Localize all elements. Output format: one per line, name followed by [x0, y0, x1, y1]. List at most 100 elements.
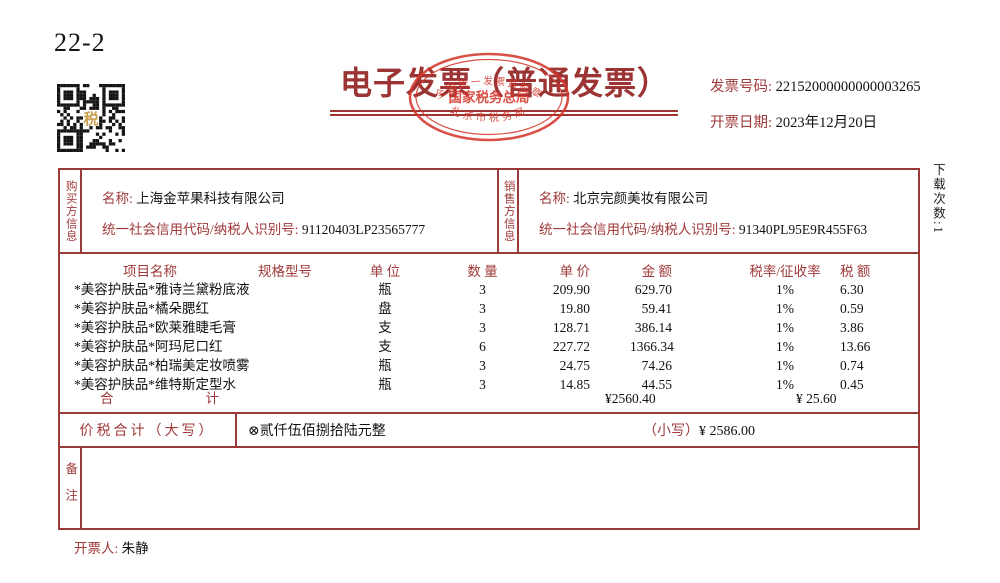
header-spec: 规格型号 — [258, 264, 312, 279]
drawer-name: 朱静 — [121, 541, 149, 556]
total-tax-value: ¥ 25.60 — [796, 391, 837, 406]
item-amount-cell: 386.14 — [634, 320, 672, 335]
summary-row: 价税合计（大写） ⊗贰仟伍佰捌拾陆元整 （小写）¥ 2586.00 — [60, 414, 918, 448]
table-row: *美容护肤品*维特斯定型水 瓶 3 14.85 44.55 1% 0.45 — [60, 375, 918, 394]
total-amount-value: ¥2560.40 — [605, 391, 656, 406]
item-tax-cell: 0.45 — [840, 377, 864, 392]
item-name-cell: *美容护肤品*柏瑞美定妆喷雾 — [74, 358, 250, 373]
invoice-date-line: 开票日期: 2023年12月20日 — [710, 114, 921, 131]
item-unit-cell: 支 — [378, 320, 392, 335]
summary-content: ⊗贰仟伍佰捌拾陆元整 （小写）¥ 2586.00 — [237, 414, 918, 446]
invoice-number-value: 22152000000000003265 — [775, 79, 921, 95]
seller-name-line: 名称: 北京完颜美妆有限公司 — [539, 187, 918, 207]
invoice-number-label: 发票号码: — [710, 79, 773, 95]
remarks-row: 备注 — [60, 448, 918, 528]
item-qty-cell: 3 — [479, 358, 486, 373]
seller-taxid-value: 91340PL95E9R455F63 — [738, 222, 868, 237]
drawer-line: 开票人: 朱静 — [74, 537, 149, 557]
item-unit-cell: 支 — [378, 339, 392, 354]
item-tax-cell: 3.86 — [840, 320, 864, 335]
item-tax-cell: 0.59 — [840, 301, 864, 316]
item-tax-cell: 6.30 — [840, 282, 864, 297]
total-label: 合计 — [100, 391, 311, 406]
item-name-cell: *美容护肤品*橘朵腮红 — [74, 301, 209, 316]
item-tax-rate-cell: 1% — [776, 358, 794, 373]
seller-side-label: 销售方信息 — [502, 179, 515, 243]
header-tax-rate: 税率/征收率 — [749, 264, 821, 279]
seller-name-value: 北京完颜美妆有限公司 — [573, 191, 709, 206]
buyer-taxid-line: 统一社会信用代码/纳税人识别号: 91120403LP23565777 — [102, 218, 497, 238]
item-name-cell: *美容护肤品*雅诗兰黛粉底液 — [74, 282, 250, 297]
svg-text:北京市税务局: 北京市税务局 — [448, 105, 529, 125]
item-unit-cell: 瓶 — [378, 282, 392, 297]
invoice-body-box: 购买方信息 名称: 上海金苹果科技有限公司 统一社会信用代码/纳税人识别号: 9… — [58, 168, 920, 530]
item-name-cell: *美容护肤品*维特斯定型水 — [74, 377, 236, 392]
small-figures-label: （小写） — [643, 424, 699, 439]
invoice-title: 电子发票（普通发票） — [339, 65, 670, 101]
item-price-cell: 128.71 — [552, 320, 590, 335]
item-spec-cell — [240, 299, 330, 318]
seller-info: 名称: 北京完颜美妆有限公司 统一社会信用代码/纳税人识别号: 91340PL9… — [519, 170, 918, 252]
invoice-number-line: 发票号码: 22152000000000003265 — [710, 80, 921, 95]
table-row: *美容护肤品*雅诗兰黛粉底液 瓶 3 209.90 629.70 1% 6.30 — [60, 280, 918, 299]
item-spec-cell — [240, 280, 330, 299]
qr-center-glyph: 税 — [83, 110, 98, 128]
item-amount-cell: 44.55 — [641, 377, 672, 392]
party-info-row: 购买方信息 名称: 上海金苹果科技有限公司 统一社会信用代码/纳税人识别号: 9… — [60, 170, 918, 254]
buyer-side-label: 购买方信息 — [64, 179, 77, 243]
stamp-inner-ellipse — [415, 58, 563, 136]
amount-in-figures-group: （小写）¥ 2586.00 — [643, 420, 755, 440]
buyer-name-line: 名称: 上海金苹果科技有限公司 — [102, 187, 497, 207]
items-header-row: 项目名称 规格型号 单 位 数 量 单 价 金 额 税率/征收率 税 额 — [60, 254, 918, 280]
item-amount-cell: 1366.34 — [630, 339, 674, 354]
qr-modules — [57, 84, 125, 152]
item-qty-cell: 3 — [479, 301, 486, 316]
qr-code: 税 — [57, 84, 125, 152]
item-spec-cell — [240, 337, 330, 356]
qr-code-svg: 税 — [57, 84, 125, 152]
items-body: *美容护肤品*雅诗兰黛粉底液 瓶 3 209.90 629.70 1% 6.30… — [60, 280, 918, 394]
remarks-side-cell: 备注 — [60, 448, 82, 528]
invoice-meta: 发票号码: 22152000000000003265 开票日期: 2023年12… — [710, 80, 921, 151]
stamp-bottom-text: 北京市税务局 — [448, 105, 526, 125]
invoice-date-label: 开票日期: — [710, 114, 773, 131]
download-count: 下载次数:1 — [931, 163, 945, 235]
table-row: *美容护肤品*欧莱雅睫毛膏 支 3 128.71 386.14 1% 3.86 — [60, 318, 918, 337]
item-tax-cell: 13.66 — [840, 339, 871, 354]
item-spec-cell — [240, 356, 330, 375]
items-total-row: 合计 ¥2560.40 ¥ 25.60 — [60, 389, 918, 409]
item-qty-cell: 3 — [479, 377, 486, 392]
item-tax-rate-cell: 1% — [776, 320, 794, 335]
item-amount-cell: 629.70 — [634, 282, 672, 297]
item-amount-cell: 74.26 — [641, 358, 672, 373]
item-price-cell: 209.90 — [552, 282, 590, 297]
buyer-name-label: 名称: — [102, 191, 133, 206]
remarks-side-label: 备注 — [63, 461, 78, 515]
header-item-name: 项目名称 — [123, 264, 177, 279]
drawer-label: 开票人: — [74, 541, 119, 556]
buyer-name-value: 上海金苹果科技有限公司 — [136, 191, 285, 206]
table-row: *美容护肤品*橘朵腮红 盘 3 19.80 59.41 1% 0.59 — [60, 299, 918, 318]
item-qty-cell: 3 — [479, 282, 486, 297]
amount-in-words: ⊗贰仟伍佰捌拾陆元整 — [248, 424, 386, 439]
header-unit: 单 位 — [369, 264, 401, 279]
title-double-rule — [330, 110, 678, 116]
table-row: *美容护肤品*柏瑞美定妆喷雾 瓶 3 24.75 74.26 1% 0.74 — [60, 356, 918, 375]
remarks-content — [82, 448, 918, 528]
item-tax-cell: 0.74 — [840, 358, 864, 373]
stamp-center-text: 国家税务总局 — [449, 89, 530, 105]
invoice-date-value: 2023年12月20日 — [775, 114, 878, 131]
item-unit-cell: 瓶 — [378, 358, 392, 373]
item-name-cell: *美容护肤品*欧莱雅睫毛膏 — [74, 320, 236, 335]
items-table: 项目名称 规格型号 单 位 数 量 单 价 金 额 税率/征收率 税 额 *美容… — [60, 254, 918, 414]
item-tax-rate-cell: 1% — [776, 377, 794, 392]
table-row: *美容护肤品*阿玛尼口红 支 6 227.72 1366.34 1% 13.66 — [60, 337, 918, 356]
stamp-outer-ellipse — [408, 52, 570, 142]
item-price-cell: 227.72 — [552, 339, 590, 354]
item-price-cell: 14.85 — [559, 377, 590, 392]
item-qty-cell: 6 — [479, 339, 486, 354]
item-unit-cell: 瓶 — [378, 377, 392, 392]
seller-taxid-line: 统一社会信用代码/纳税人识别号: 91340PL95E9R455F63 — [539, 218, 918, 238]
item-name-cell: *美容护肤品*阿玛尼口红 — [74, 339, 223, 354]
item-price-cell: 24.75 — [559, 358, 590, 373]
